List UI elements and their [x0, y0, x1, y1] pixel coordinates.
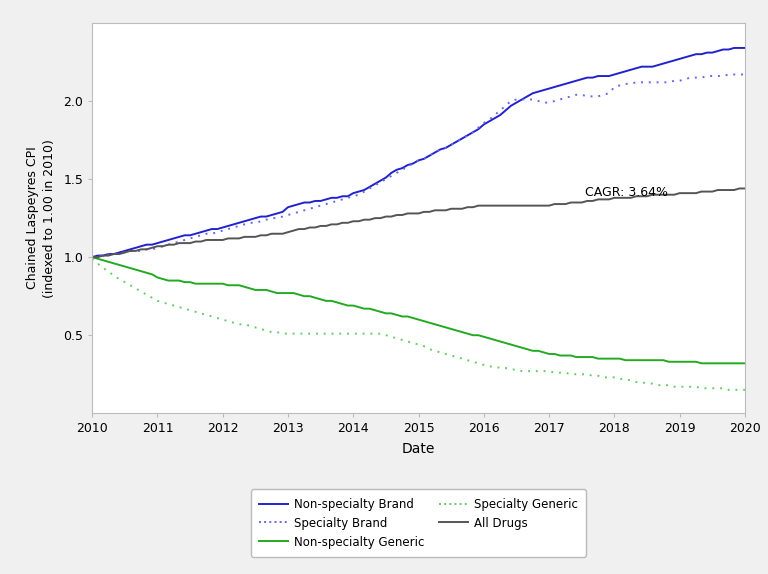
Text: CAGR: 3.64%: CAGR: 3.64% [585, 186, 668, 199]
Y-axis label: Chained Laspeyres CPI
(indexed to 1.00 in 2010): Chained Laspeyres CPI (indexed to 1.00 i… [26, 139, 56, 297]
X-axis label: Date: Date [402, 442, 435, 456]
Legend: Non-specialty Brand, Specialty Brand, Non-specialty Generic, Specialty Generic, : Non-specialty Brand, Specialty Brand, No… [250, 490, 587, 557]
